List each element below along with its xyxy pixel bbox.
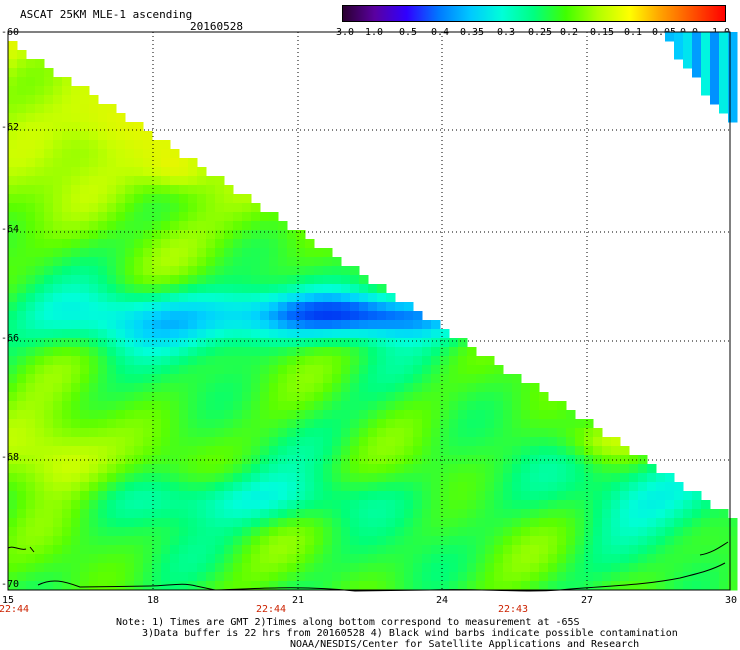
lon-label-27: 27 xyxy=(580,595,594,606)
lon-label-21: 21 xyxy=(291,595,305,606)
lon-label-15: 15 xyxy=(1,595,15,606)
note-line-1: Note: 1) Times are GMT 2)Times along bot… xyxy=(116,617,580,628)
lat-label-60: -60 xyxy=(1,27,20,38)
time-label: 22:43 xyxy=(497,604,529,615)
map-date: 20160528 xyxy=(190,20,243,33)
time-label: 22:44 xyxy=(0,604,30,615)
lat-label-64: -64 xyxy=(1,224,20,235)
note-line-2: 3)Data buffer is 22 hrs from 20160528 4)… xyxy=(142,628,678,639)
lat-label-62: -62 xyxy=(1,122,20,133)
map-frame xyxy=(7,31,731,591)
lat-lon-grid xyxy=(8,32,730,590)
colorbar xyxy=(342,5,726,22)
lon-label-24: 24 xyxy=(435,595,449,606)
lat-label-70: -70 xyxy=(1,579,20,590)
note-line-3: NOAA/NESDIS/Center for Satellite Applica… xyxy=(290,639,640,650)
lon-label-18: 18 xyxy=(146,595,160,606)
lat-label-68: -68 xyxy=(1,452,20,463)
map-title: ASCAT 25KM MLE-1 ascending xyxy=(20,8,193,21)
lat-label-66: -66 xyxy=(1,333,20,344)
time-label: 22:44 xyxy=(255,604,287,615)
data-field xyxy=(8,32,738,591)
lon-label-30: 30 xyxy=(724,595,738,606)
